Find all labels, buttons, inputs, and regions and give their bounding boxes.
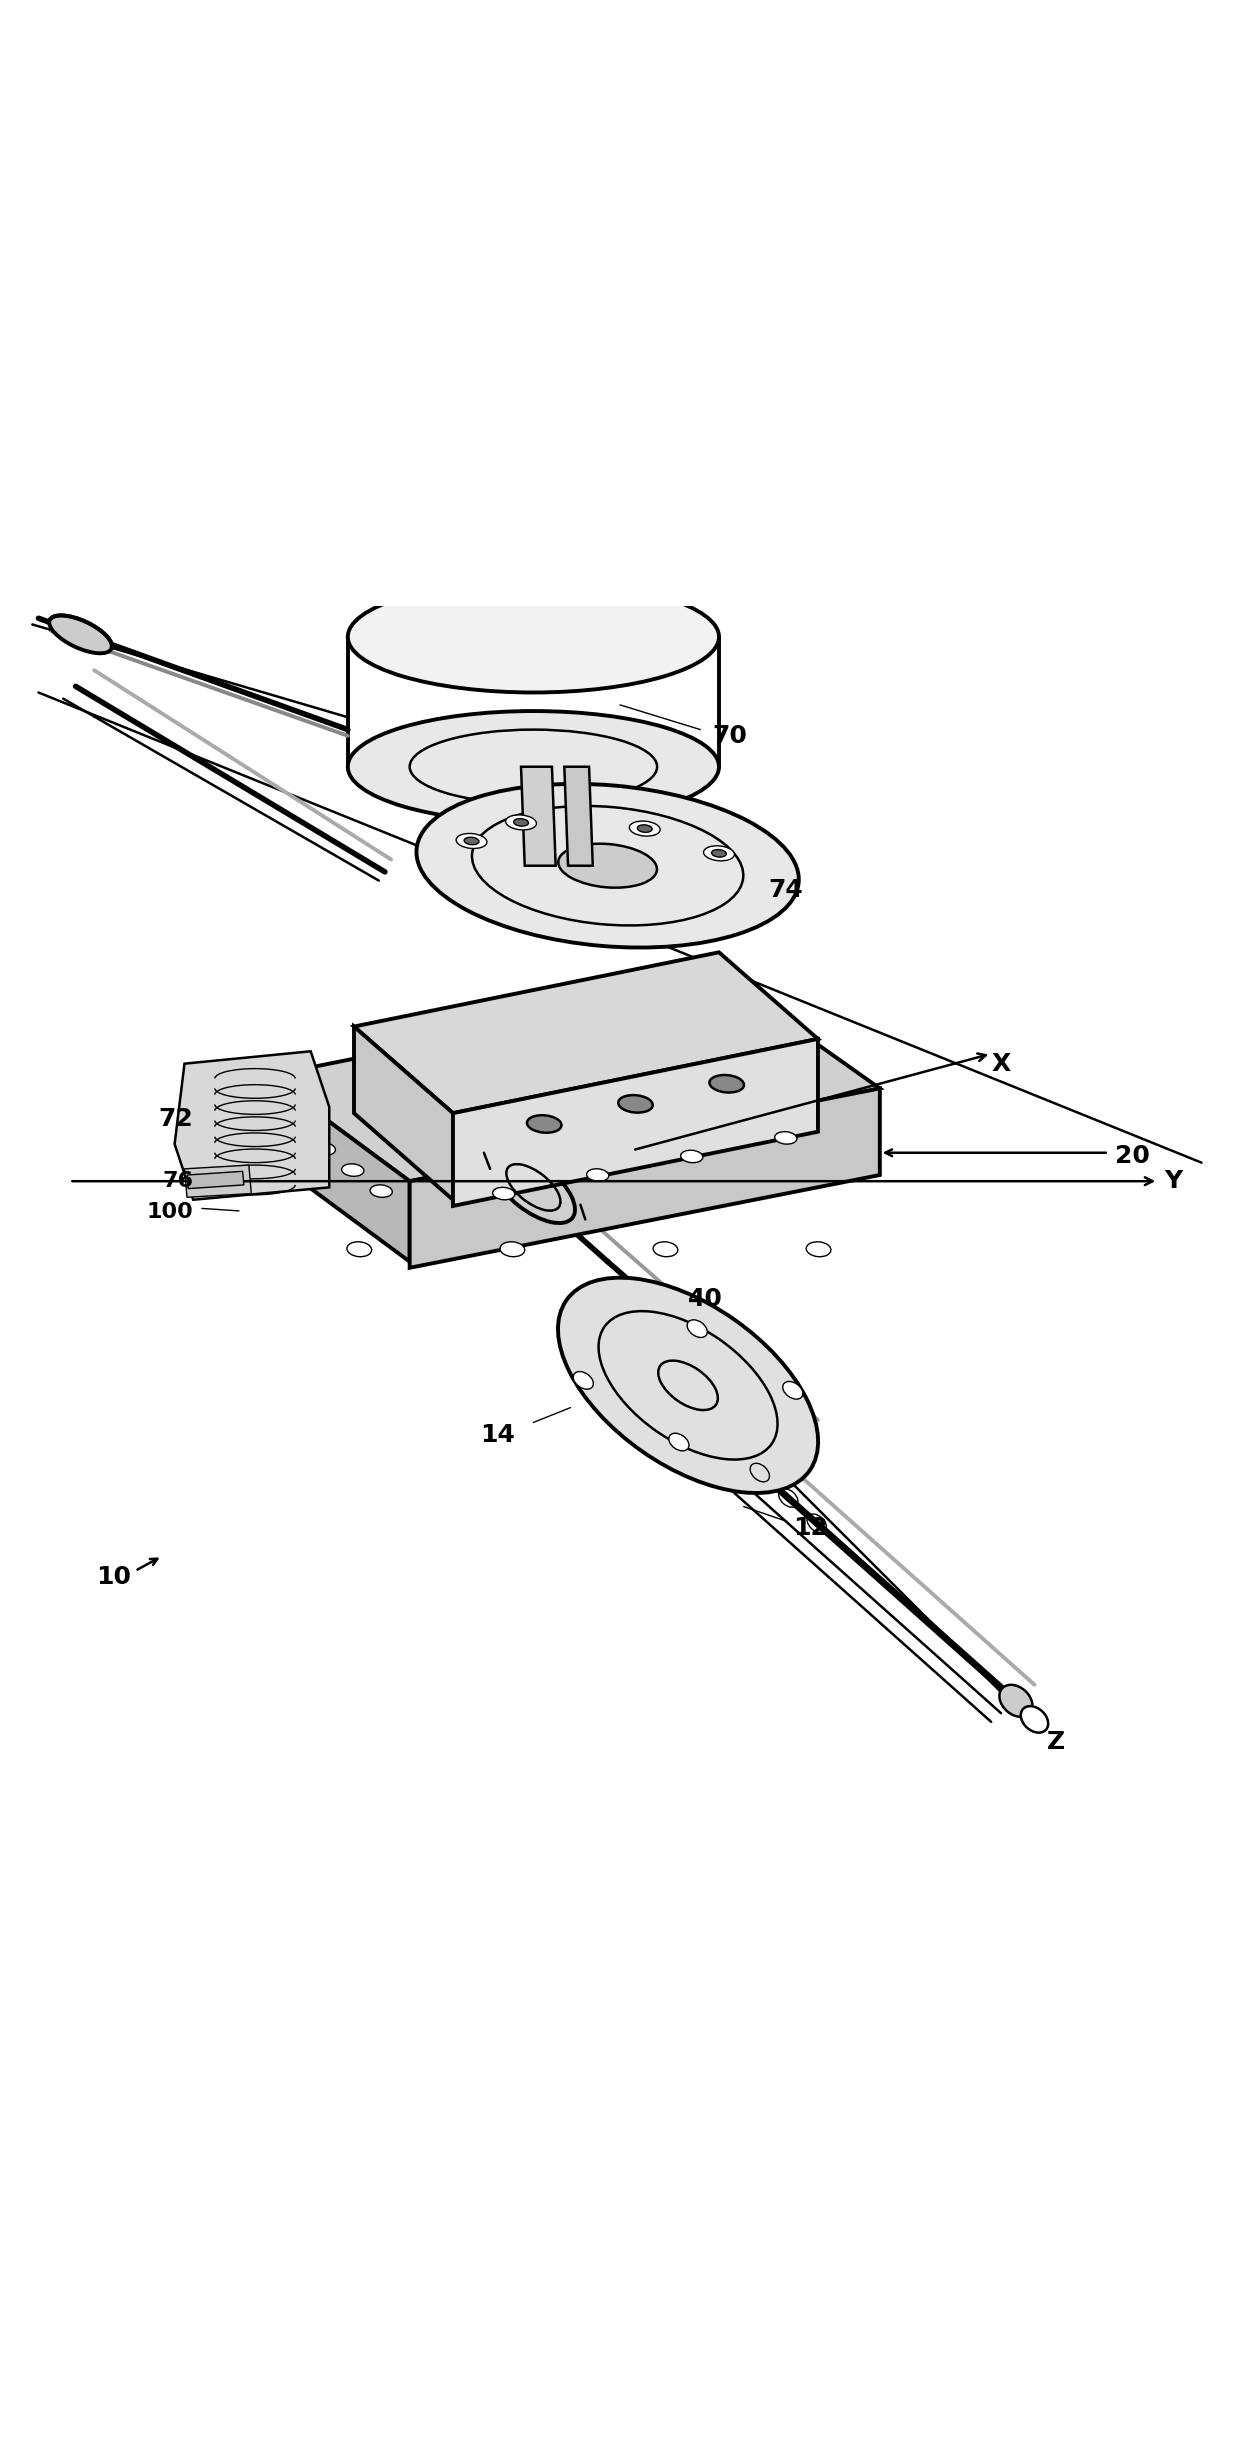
Polygon shape [175,1051,330,1200]
Ellipse shape [513,818,528,825]
Text: Z: Z [1047,1729,1065,1753]
Text: 100: 100 [146,1202,193,1222]
Text: 20: 20 [1115,1144,1149,1168]
Polygon shape [453,1038,818,1205]
Text: 74: 74 [769,879,804,901]
Ellipse shape [806,1242,831,1256]
Ellipse shape [687,1320,707,1337]
Ellipse shape [314,1144,335,1156]
Ellipse shape [573,1371,594,1389]
Text: 12: 12 [794,1516,828,1540]
Ellipse shape [782,1381,802,1398]
Text: 70: 70 [713,725,748,747]
Polygon shape [353,953,818,1114]
Ellipse shape [637,825,652,833]
Ellipse shape [464,838,479,845]
Polygon shape [185,1166,252,1198]
Ellipse shape [619,1095,652,1112]
Text: X: X [991,1051,1011,1075]
Ellipse shape [558,1278,818,1494]
Text: 76: 76 [162,1171,193,1190]
Ellipse shape [456,833,487,847]
Ellipse shape [668,1433,689,1450]
Ellipse shape [347,710,719,823]
Text: 40: 40 [688,1286,723,1310]
Polygon shape [353,1026,453,1200]
Ellipse shape [1021,1707,1048,1731]
Text: 10: 10 [97,1565,131,1589]
Ellipse shape [630,820,660,835]
Ellipse shape [703,845,734,862]
Ellipse shape [527,1114,562,1134]
Text: Y: Y [1164,1168,1183,1193]
Ellipse shape [492,1188,515,1200]
Polygon shape [268,982,880,1180]
Ellipse shape [558,845,657,887]
Polygon shape [268,1075,409,1261]
Polygon shape [564,767,593,864]
Ellipse shape [50,615,112,654]
Ellipse shape [709,1075,744,1092]
Text: 72: 72 [159,1107,193,1131]
Ellipse shape [342,1163,363,1176]
Polygon shape [409,1087,880,1269]
Ellipse shape [653,1242,678,1256]
Ellipse shape [712,850,727,857]
Ellipse shape [587,1168,609,1180]
Ellipse shape [681,1151,703,1163]
Polygon shape [521,767,556,864]
Ellipse shape [492,1151,575,1222]
Polygon shape [187,1171,244,1188]
Text: 14: 14 [480,1423,515,1447]
Ellipse shape [999,1685,1033,1717]
Ellipse shape [506,816,537,830]
Ellipse shape [417,784,799,948]
Ellipse shape [347,580,719,693]
Ellipse shape [285,1122,308,1134]
Ellipse shape [370,1185,392,1198]
Ellipse shape [775,1131,797,1144]
Ellipse shape [500,1242,525,1256]
Ellipse shape [347,1242,372,1256]
